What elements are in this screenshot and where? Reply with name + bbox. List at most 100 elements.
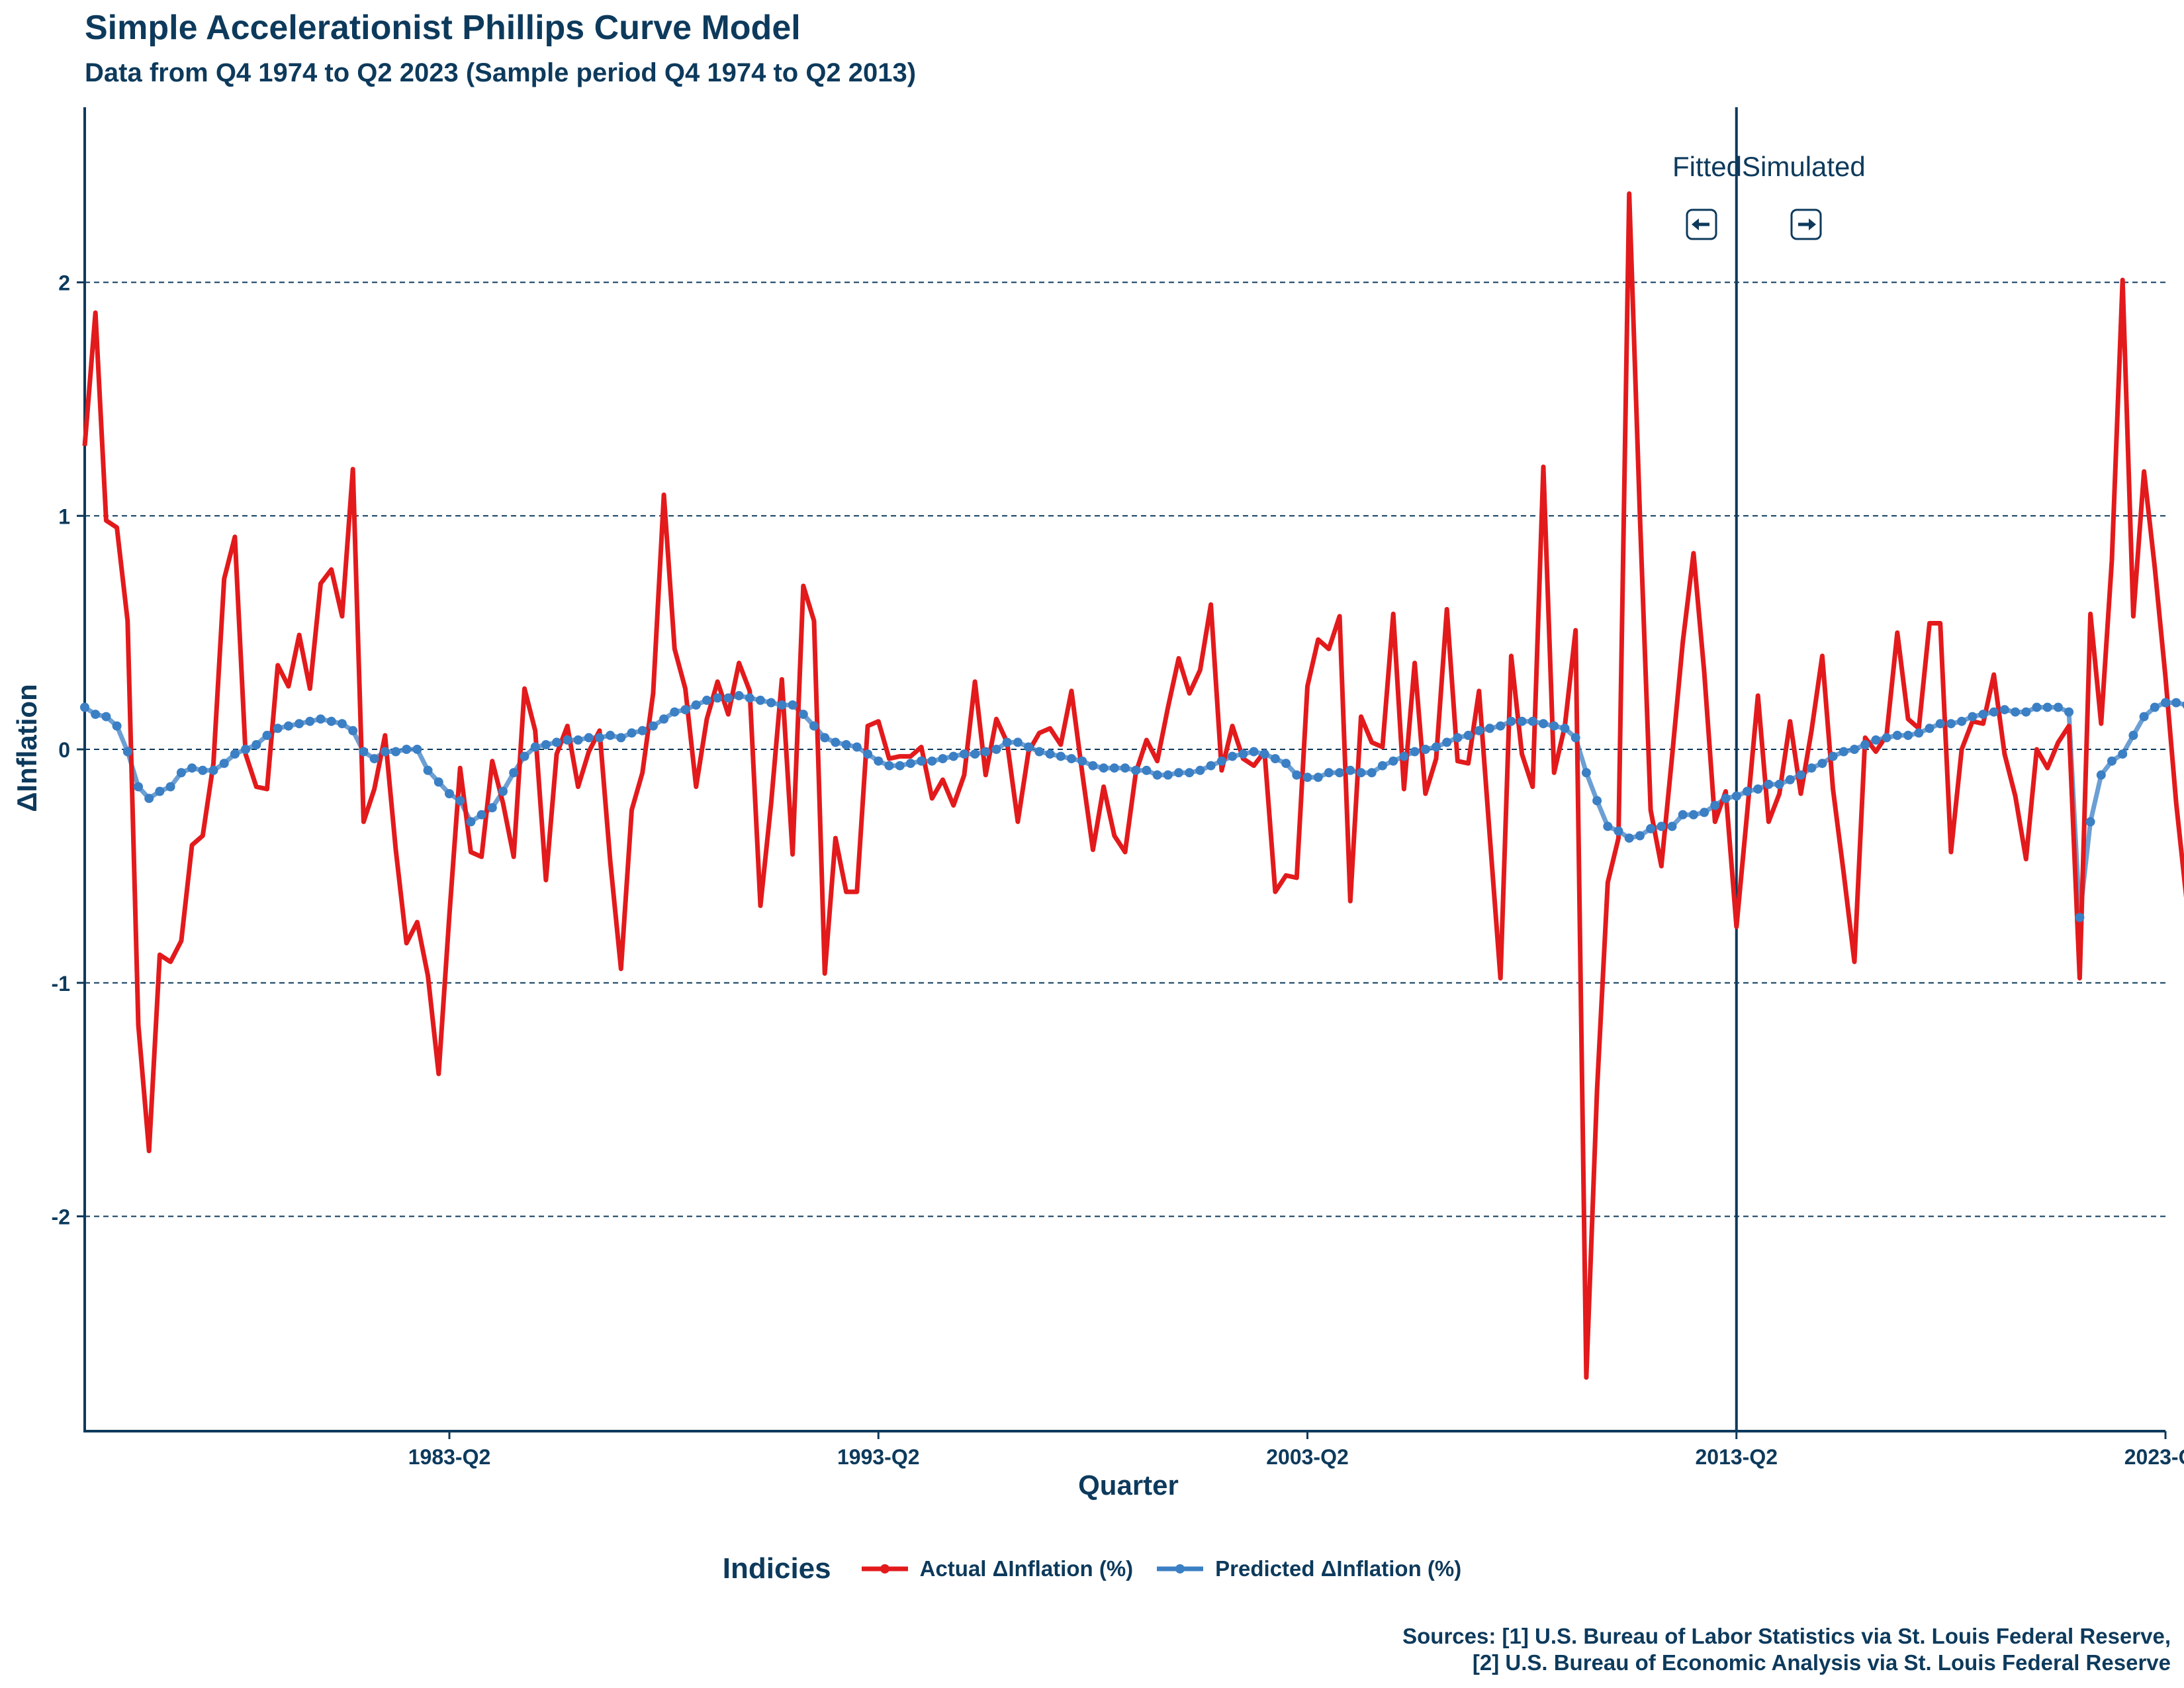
predicted-point <box>262 730 272 740</box>
predicted-point <box>155 786 165 796</box>
predicted-point <box>412 745 422 754</box>
simulated-label: Simulated <box>1742 151 1866 182</box>
predicted-point <box>359 747 369 757</box>
predicted-point <box>948 751 958 761</box>
x-tick-label: 1993-Q2 <box>837 1445 920 1469</box>
predicted-point <box>1324 768 1334 778</box>
predicted-point <box>1667 821 1677 831</box>
predicted-point <box>884 761 894 771</box>
predicted-point <box>1034 747 1044 757</box>
predicted-point <box>1935 719 1945 729</box>
predicted-point <box>1142 765 1152 775</box>
predicted-point <box>745 693 754 703</box>
predicted-point <box>380 747 390 757</box>
predicted-point <box>917 756 927 766</box>
predicted-point <box>1914 728 1924 738</box>
predicted-point <box>1839 747 1848 757</box>
predicted-point <box>1592 796 1602 806</box>
predicted-point <box>1463 730 1473 740</box>
predicted-point <box>466 817 476 827</box>
legend-key-predicted <box>1157 1564 1204 1573</box>
predicted-point <box>1603 821 1613 831</box>
predicted-point <box>2171 698 2181 708</box>
x-tick-label: 2023-Q2 <box>2124 1445 2184 1469</box>
predicted-point <box>756 695 765 705</box>
predicted-point <box>144 794 154 804</box>
predicted-point <box>2161 698 2170 708</box>
series-layer <box>80 191 2184 1380</box>
predicted-point <box>1496 721 1506 731</box>
chart-title: Simple Accelerationist Phillips Curve Mo… <box>85 9 801 47</box>
predicted-point <box>1570 733 1580 743</box>
predicted-point <box>1088 761 1098 771</box>
x-tick-labels: 1983-Q2 1993-Q2 2003-Q2 2013-Q2 2023-Q2 <box>408 1431 2184 1469</box>
predicted-point <box>134 782 143 792</box>
predicted-point <box>2118 749 2128 759</box>
predicted-point <box>2085 817 2095 827</box>
predicted-point <box>1292 770 1302 780</box>
predicted-point <box>391 747 400 757</box>
predicted-point <box>541 740 551 749</box>
predicted-point <box>831 737 841 747</box>
predicted-point <box>101 712 111 722</box>
predicted-point <box>2021 707 2031 717</box>
predicted-point <box>251 740 261 749</box>
predicted-point <box>2011 707 2021 717</box>
legend-label-predicted: Predicted ΔInflation (%) <box>1215 1556 1462 1581</box>
predicted-point <box>691 700 701 710</box>
predicted-point <box>1753 784 1763 794</box>
legend-label-actual: Actual ΔInflation (%) <box>919 1556 1134 1581</box>
predicted-point <box>1206 761 1216 771</box>
predicted-point <box>2182 701 2184 709</box>
predicted-point <box>1828 751 1838 761</box>
predicted-point <box>606 730 615 740</box>
y-tick-label: -1 <box>52 972 70 996</box>
predicted-point <box>970 749 980 759</box>
predicted-point <box>530 742 540 752</box>
predicted-point <box>1657 821 1666 831</box>
predicted-point <box>1743 786 1752 796</box>
predicted-point <box>1195 765 1205 775</box>
predicted-point <box>938 754 948 764</box>
predicted-point <box>680 705 690 715</box>
predicted-point <box>1871 735 1881 745</box>
x-tick-label: 2003-Q2 <box>1266 1445 1349 1469</box>
predicted-point <box>1453 733 1463 743</box>
predicted-point <box>433 777 443 787</box>
predicted-point <box>1377 761 1387 771</box>
predicted-point <box>1796 770 1805 780</box>
predicted-point <box>1259 749 1269 759</box>
predicted-point <box>1345 765 1355 775</box>
predicted-point <box>445 789 454 798</box>
predicted-point <box>713 693 723 703</box>
fitted-label: Fitted <box>1672 151 1742 182</box>
predicted-point <box>1517 716 1527 726</box>
predicted-point <box>487 803 497 813</box>
predicted-point <box>563 735 572 745</box>
predicted-point <box>1774 779 1784 789</box>
predicted-point <box>369 754 379 764</box>
series-line-actual <box>82 191 2184 1380</box>
predicted-point <box>1882 733 1891 743</box>
y-tick-labels: -2 -1 0 1 2 <box>52 271 85 1229</box>
predicted-point <box>927 756 937 766</box>
predicted-point <box>2150 702 2160 712</box>
predicted-point <box>1216 756 1226 766</box>
x-tick-label: 2013-Q2 <box>1695 1445 1778 1469</box>
predicted-point <box>80 702 89 712</box>
predicted-point <box>2139 712 2149 722</box>
y-axis-title: ΔInflation <box>11 684 42 812</box>
predicted-point <box>1581 768 1591 778</box>
y-tick-label: -2 <box>52 1205 70 1229</box>
predicted-point <box>295 719 304 729</box>
predicted-point <box>1614 826 1623 836</box>
predicted-point <box>241 745 251 754</box>
predicted-point <box>122 747 132 757</box>
predicted-point <box>702 695 711 705</box>
predicted-point <box>1635 831 1645 841</box>
predicted-point <box>1989 707 1999 717</box>
predicted-point <box>1850 745 1859 754</box>
predicted-point <box>1302 773 1312 782</box>
predicted-point <box>2128 730 2138 740</box>
predicted-point <box>1549 721 1559 731</box>
